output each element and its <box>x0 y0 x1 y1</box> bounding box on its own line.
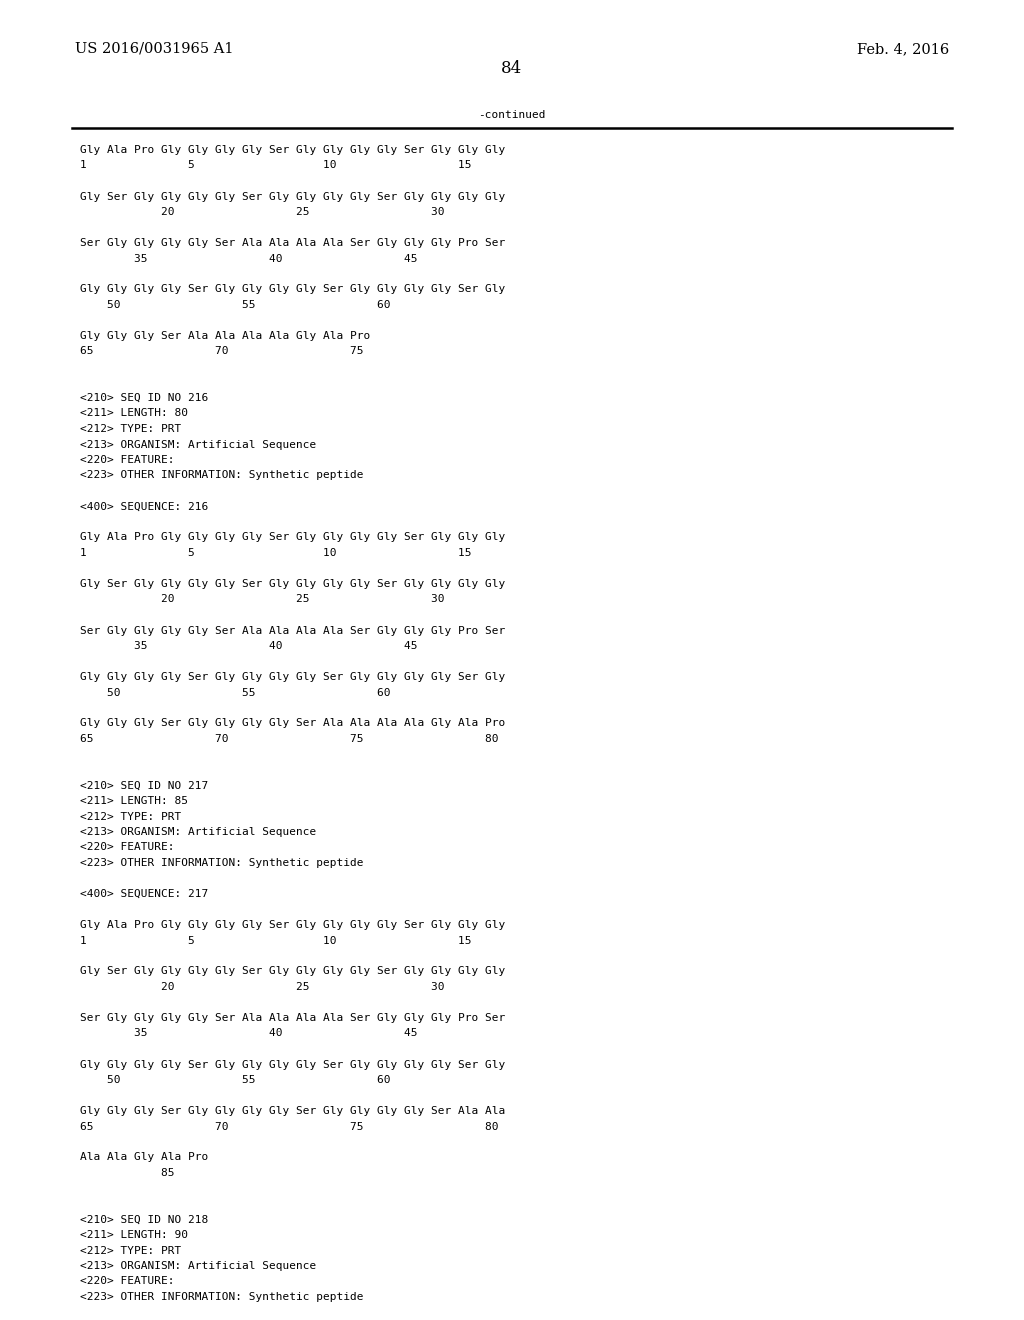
Text: Gly Ser Gly Gly Gly Gly Ser Gly Gly Gly Gly Ser Gly Gly Gly Gly: Gly Ser Gly Gly Gly Gly Ser Gly Gly Gly … <box>80 191 505 202</box>
Text: 20                  25                  30: 20 25 30 <box>80 207 444 216</box>
Text: Gly Gly Gly Gly Ser Gly Gly Gly Gly Ser Gly Gly Gly Gly Ser Gly: Gly Gly Gly Gly Ser Gly Gly Gly Gly Ser … <box>80 1060 505 1069</box>
Text: <400> SEQUENCE: 216: <400> SEQUENCE: 216 <box>80 502 208 511</box>
Text: Gly Ser Gly Gly Gly Gly Ser Gly Gly Gly Gly Ser Gly Gly Gly Gly: Gly Ser Gly Gly Gly Gly Ser Gly Gly Gly … <box>80 966 505 977</box>
Text: <212> TYPE: PRT: <212> TYPE: PRT <box>80 424 181 434</box>
Text: 1               5                   10                  15: 1 5 10 15 <box>80 161 471 170</box>
Text: <400> SEQUENCE: 217: <400> SEQUENCE: 217 <box>80 888 208 899</box>
Text: 20                  25                  30: 20 25 30 <box>80 982 444 993</box>
Text: <210> SEQ ID NO 216: <210> SEQ ID NO 216 <box>80 393 208 403</box>
Text: 20                  25                  30: 20 25 30 <box>80 594 444 605</box>
Text: Feb. 4, 2016: Feb. 4, 2016 <box>857 42 949 55</box>
Text: 1               5                   10                  15: 1 5 10 15 <box>80 936 471 945</box>
Text: <212> TYPE: PRT: <212> TYPE: PRT <box>80 1246 181 1255</box>
Text: Gly Gly Gly Ser Ala Ala Ala Ala Gly Ala Pro: Gly Gly Gly Ser Ala Ala Ala Ala Gly Ala … <box>80 331 371 341</box>
Text: <223> OTHER INFORMATION: Synthetic peptide: <223> OTHER INFORMATION: Synthetic pepti… <box>80 858 364 869</box>
Text: Gly Gly Gly Gly Ser Gly Gly Gly Gly Ser Gly Gly Gly Gly Ser Gly: Gly Gly Gly Gly Ser Gly Gly Gly Gly Ser … <box>80 672 505 682</box>
Text: 84: 84 <box>502 59 522 77</box>
Text: <212> TYPE: PRT: <212> TYPE: PRT <box>80 812 181 821</box>
Text: Ser Gly Gly Gly Gly Ser Ala Ala Ala Ala Ser Gly Gly Gly Pro Ser: Ser Gly Gly Gly Gly Ser Ala Ala Ala Ala … <box>80 238 505 248</box>
Text: <210> SEQ ID NO 218: <210> SEQ ID NO 218 <box>80 1214 208 1225</box>
Text: <223> OTHER INFORMATION: Synthetic peptide: <223> OTHER INFORMATION: Synthetic pepti… <box>80 470 364 480</box>
Text: <213> ORGANISM: Artificial Sequence: <213> ORGANISM: Artificial Sequence <box>80 440 316 450</box>
Text: 50                  55                  60: 50 55 60 <box>80 300 390 310</box>
Text: <211> LENGTH: 90: <211> LENGTH: 90 <box>80 1230 188 1239</box>
Text: <211> LENGTH: 80: <211> LENGTH: 80 <box>80 408 188 418</box>
Text: -continued: -continued <box>478 110 546 120</box>
Text: Gly Ala Pro Gly Gly Gly Gly Ser Gly Gly Gly Gly Ser Gly Gly Gly: Gly Ala Pro Gly Gly Gly Gly Ser Gly Gly … <box>80 532 505 543</box>
Text: 85: 85 <box>80 1168 174 1177</box>
Text: <220> FEATURE:: <220> FEATURE: <box>80 455 174 465</box>
Text: <211> LENGTH: 85: <211> LENGTH: 85 <box>80 796 188 807</box>
Text: Ser Gly Gly Gly Gly Ser Ala Ala Ala Ala Ser Gly Gly Gly Pro Ser: Ser Gly Gly Gly Gly Ser Ala Ala Ala Ala … <box>80 626 505 635</box>
Text: Gly Gly Gly Ser Gly Gly Gly Gly Ser Gly Gly Gly Gly Ser Ala Ala: Gly Gly Gly Ser Gly Gly Gly Gly Ser Gly … <box>80 1106 505 1115</box>
Text: 35                  40                  45: 35 40 45 <box>80 1028 418 1039</box>
Text: <223> OTHER INFORMATION: Synthetic peptide: <223> OTHER INFORMATION: Synthetic pepti… <box>80 1292 364 1302</box>
Text: 65                  70                  75: 65 70 75 <box>80 346 364 356</box>
Text: <220> FEATURE:: <220> FEATURE: <box>80 1276 174 1287</box>
Text: 1               5                   10                  15: 1 5 10 15 <box>80 548 471 558</box>
Text: Gly Ala Pro Gly Gly Gly Gly Ser Gly Gly Gly Gly Ser Gly Gly Gly: Gly Ala Pro Gly Gly Gly Gly Ser Gly Gly … <box>80 920 505 931</box>
Text: 35                  40                  45: 35 40 45 <box>80 642 418 651</box>
Text: 50                  55                  60: 50 55 60 <box>80 688 390 697</box>
Text: <210> SEQ ID NO 217: <210> SEQ ID NO 217 <box>80 780 208 791</box>
Text: <220> FEATURE:: <220> FEATURE: <box>80 842 174 853</box>
Text: Gly Ala Pro Gly Gly Gly Gly Ser Gly Gly Gly Gly Ser Gly Gly Gly: Gly Ala Pro Gly Gly Gly Gly Ser Gly Gly … <box>80 145 505 154</box>
Text: Gly Gly Gly Ser Gly Gly Gly Gly Ser Ala Ala Ala Ala Gly Ala Pro: Gly Gly Gly Ser Gly Gly Gly Gly Ser Ala … <box>80 718 505 729</box>
Text: 50                  55                  60: 50 55 60 <box>80 1074 390 1085</box>
Text: 65                  70                  75                  80: 65 70 75 80 <box>80 734 499 744</box>
Text: 35                  40                  45: 35 40 45 <box>80 253 418 264</box>
Text: Ser Gly Gly Gly Gly Ser Ala Ala Ala Ala Ser Gly Gly Gly Pro Ser: Ser Gly Gly Gly Gly Ser Ala Ala Ala Ala … <box>80 1012 505 1023</box>
Text: <213> ORGANISM: Artificial Sequence: <213> ORGANISM: Artificial Sequence <box>80 828 316 837</box>
Text: Gly Gly Gly Gly Ser Gly Gly Gly Gly Ser Gly Gly Gly Gly Ser Gly: Gly Gly Gly Gly Ser Gly Gly Gly Gly Ser … <box>80 285 505 294</box>
Text: 65                  70                  75                  80: 65 70 75 80 <box>80 1122 499 1131</box>
Text: Gly Ser Gly Gly Gly Gly Ser Gly Gly Gly Gly Ser Gly Gly Gly Gly: Gly Ser Gly Gly Gly Gly Ser Gly Gly Gly … <box>80 579 505 589</box>
Text: Ala Ala Gly Ala Pro: Ala Ala Gly Ala Pro <box>80 1152 208 1163</box>
Text: <213> ORGANISM: Artificial Sequence: <213> ORGANISM: Artificial Sequence <box>80 1261 316 1271</box>
Text: US 2016/0031965 A1: US 2016/0031965 A1 <box>75 42 233 55</box>
